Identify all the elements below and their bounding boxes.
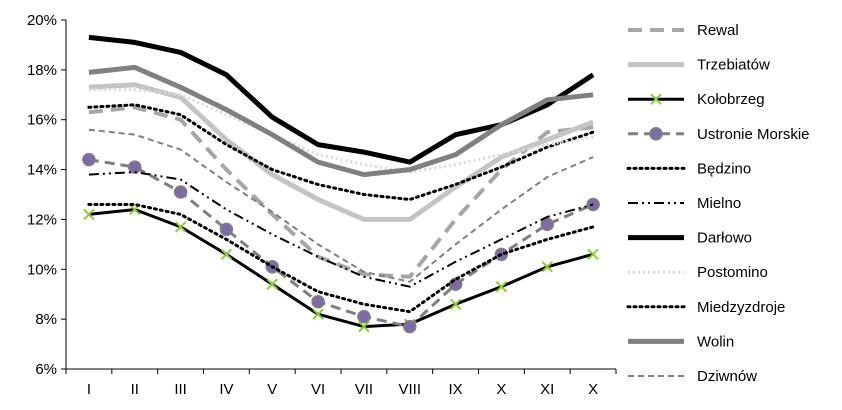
series-line bbox=[88, 171, 594, 288]
y-axis: 6% 8% 10% 12% 14% 16% 18% 20% bbox=[27, 12, 67, 378]
series-line bbox=[88, 34, 595, 165]
series-3 bbox=[83, 203, 599, 333]
data-point bbox=[403, 319, 417, 334]
data-point bbox=[587, 248, 599, 261]
series-5 bbox=[87, 103, 595, 201]
data-point bbox=[82, 152, 96, 167]
y-tick-label: 12% bbox=[27, 211, 57, 228]
data-point bbox=[173, 185, 188, 199]
x-tick-label: I bbox=[87, 381, 91, 398]
data-point bbox=[128, 160, 142, 174]
data-point bbox=[266, 278, 278, 290]
legend-label: Rewal bbox=[697, 22, 739, 39]
data-point bbox=[311, 294, 325, 309]
plot-area bbox=[82, 34, 600, 334]
legend-label: Darłowo bbox=[697, 230, 752, 247]
series-line bbox=[87, 103, 595, 201]
legend-label: Kołobrzeg bbox=[697, 91, 765, 108]
series-2 bbox=[88, 82, 594, 222]
data-point bbox=[541, 261, 553, 273]
series-line bbox=[88, 158, 594, 329]
x-tick-label: II bbox=[131, 381, 139, 398]
legend-item: Miedzyzdroje bbox=[626, 299, 785, 316]
x-tick-label: V bbox=[267, 381, 277, 398]
x-tick-label: VIII bbox=[398, 381, 421, 398]
x-tick-label: VI bbox=[311, 381, 325, 398]
legend: Rewal Trzebiatów Kołobrzeg Ustronie Morskie… bbox=[626, 22, 810, 385]
x-tick-label: III bbox=[174, 381, 187, 398]
y-tick-label: 16% bbox=[27, 112, 57, 129]
data-point bbox=[174, 221, 187, 233]
legend-item: Postomino bbox=[628, 264, 768, 281]
legend-marker bbox=[649, 127, 663, 141]
data-point bbox=[540, 217, 554, 232]
data-point bbox=[219, 222, 234, 237]
legend-item: Dziwnów bbox=[628, 368, 757, 385]
y-tick-label: 6% bbox=[35, 361, 57, 378]
x-tick-label: IV bbox=[219, 381, 233, 398]
series-8 bbox=[88, 88, 594, 174]
y-tick-label: 14% bbox=[27, 162, 57, 179]
series-line bbox=[88, 64, 594, 178]
legend-item: Darłowo bbox=[628, 230, 752, 247]
data-point bbox=[448, 277, 463, 291]
x-axis: I II III IV V VI VII VIII IX X XI X bbox=[65, 368, 617, 398]
data-point bbox=[357, 309, 371, 324]
series-1 bbox=[88, 105, 594, 279]
y-tick-label: 10% bbox=[27, 261, 57, 278]
legend-label: Trzebiatów bbox=[697, 57, 770, 74]
series-7 bbox=[88, 34, 595, 165]
y-tick-label: 18% bbox=[27, 62, 57, 79]
data-point bbox=[83, 208, 95, 221]
legend-label: Ustronie Morskie bbox=[697, 126, 810, 143]
x-tick-label: IX bbox=[448, 381, 462, 398]
legend-item: Mielno bbox=[628, 195, 741, 212]
legend-label: Dziwnów bbox=[697, 368, 757, 385]
legend-item: Ustronie Morskie bbox=[628, 126, 810, 143]
legend-item: Kołobrzeg bbox=[628, 91, 765, 108]
series-line bbox=[87, 203, 595, 314]
data-point bbox=[220, 248, 233, 261]
legend-label: Mielno bbox=[697, 195, 741, 212]
series-9 bbox=[87, 203, 595, 314]
series-line bbox=[88, 88, 594, 174]
data-point bbox=[312, 308, 324, 320]
x-tick-label: XI bbox=[540, 381, 554, 398]
legend-item: Będzino bbox=[626, 160, 751, 177]
series-line bbox=[88, 105, 594, 279]
legend-item: Rewal bbox=[628, 22, 739, 39]
legend-item: Trzebiatów bbox=[628, 57, 770, 74]
series-line bbox=[88, 208, 594, 329]
x-tick-label: X bbox=[588, 381, 598, 398]
legend-label: Będzino bbox=[697, 160, 751, 177]
data-point bbox=[449, 298, 462, 310]
legend-item: Wolin bbox=[628, 333, 734, 350]
legend-label: Miedzyzdroje bbox=[697, 299, 785, 316]
series-line bbox=[88, 82, 594, 222]
legend-label: Wolin bbox=[697, 333, 734, 350]
series-6 bbox=[88, 171, 594, 288]
x-tick-label: VII bbox=[355, 381, 373, 398]
legend-label: Postomino bbox=[697, 264, 768, 281]
data-point bbox=[495, 281, 508, 293]
y-tick-label: 20% bbox=[27, 12, 57, 29]
series-4 bbox=[82, 152, 600, 334]
data-point bbox=[358, 320, 370, 333]
legend-marker bbox=[650, 93, 662, 105]
series-10 bbox=[88, 64, 594, 178]
y-tick-label: 8% bbox=[35, 311, 57, 328]
x-tick-label: X bbox=[496, 381, 506, 398]
